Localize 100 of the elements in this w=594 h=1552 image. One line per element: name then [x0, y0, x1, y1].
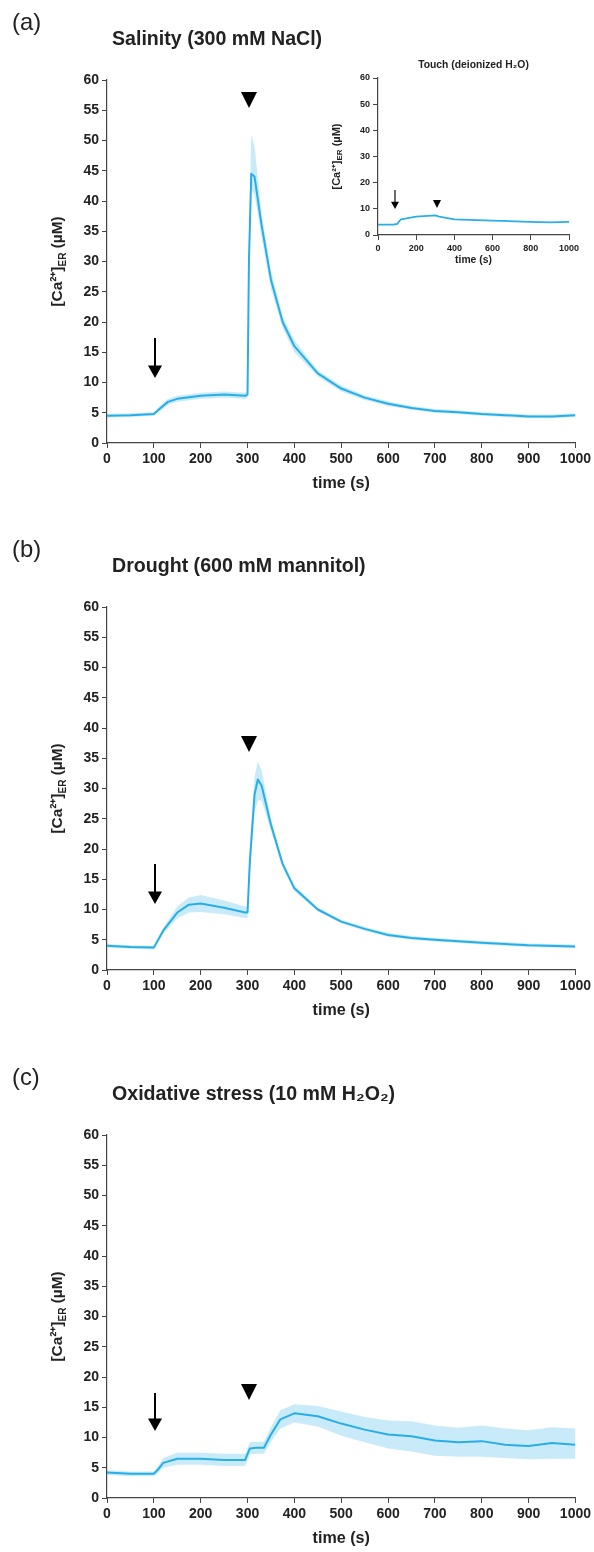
x-tick-label: 500 — [329, 977, 354, 994]
y-tick-label: 10 — [359, 203, 370, 214]
y-tick-label: 60 — [83, 1125, 100, 1142]
x-axis-title: time (s) — [455, 253, 492, 265]
x-tick-label: 800 — [470, 450, 494, 467]
y-tick-label: 25 — [83, 282, 100, 299]
y-tick-label: 20 — [359, 177, 370, 188]
y-tick-label: 60 — [359, 72, 370, 83]
y-tick-label: 5 — [91, 403, 100, 420]
text: (c) — [12, 1063, 40, 1090]
x-tick-label: 0 — [103, 977, 112, 994]
y-tick-label: 0 — [91, 960, 100, 977]
y-tick-label: 5 — [91, 1458, 100, 1475]
x-tick-label: 200 — [189, 1505, 213, 1522]
x-tick-label: 0 — [375, 242, 381, 253]
y-axis-title: [Ca²⁺]ER (µM) — [48, 1271, 69, 1362]
y-tick-label: 35 — [83, 1277, 100, 1294]
x-tick-label: 200 — [189, 977, 213, 994]
x-tick-label: 900 — [516, 977, 541, 994]
x-tick-label: 200 — [189, 450, 213, 467]
x-tick-label: 100 — [142, 450, 166, 467]
x-tick-label: 900 — [516, 1505, 541, 1522]
y-tick-label: 0 — [91, 1488, 100, 1505]
y-tick-label: 50 — [359, 98, 370, 109]
y-tick-label: 35 — [83, 749, 100, 766]
x-tick-label: 200 — [408, 242, 424, 253]
y-tick-label: 40 — [359, 124, 370, 135]
y-tick-label: 5 — [91, 930, 100, 947]
chart-title: Touch (deionized H₂O) — [418, 59, 529, 70]
y-tick-label: 15 — [83, 1398, 100, 1415]
y-tick-label: 20 — [83, 312, 100, 329]
y-axis-title: [Ca²⁺]ER (µM) — [48, 216, 69, 307]
x-tick-label: 500 — [329, 1505, 354, 1522]
y-tick-label: 45 — [83, 161, 100, 178]
x-tick-label: 300 — [235, 450, 260, 467]
x-tick-label: 600 — [376, 450, 400, 467]
y-tick-label: 10 — [83, 373, 100, 390]
y-tick-label: 35 — [83, 222, 100, 239]
x-tick-label: 800 — [523, 242, 539, 253]
y-tick-label: 60 — [83, 70, 100, 87]
y-tick-label: 10 — [83, 900, 100, 917]
x-axis-title: time (s) — [312, 473, 370, 492]
x-tick-label: 0 — [103, 450, 112, 467]
x-tick-label: 400 — [282, 1505, 307, 1522]
y-tick-label: 45 — [83, 688, 100, 705]
y-tick-label: 25 — [83, 809, 100, 826]
y-tick-label: 50 — [83, 658, 100, 675]
y-tick-label: 0 — [91, 433, 100, 450]
y-tick-label: 30 — [83, 252, 100, 269]
y-tick-label: 55 — [83, 101, 100, 118]
x-tick-label: 100 — [142, 977, 166, 994]
y-axis-title: [Ca²⁺]ER (µM) — [48, 743, 69, 834]
y-tick-label: 40 — [83, 1246, 100, 1263]
x-tick-label: 1000 — [558, 242, 580, 253]
y-tick-label: 30 — [359, 150, 370, 161]
x-tick-label: 1000 — [559, 977, 592, 994]
x-tick-label: 800 — [470, 977, 494, 994]
x-tick-label: 500 — [329, 450, 354, 467]
y-tick-label: 20 — [83, 1367, 100, 1384]
x-tick-label: 1000 — [559, 450, 592, 467]
x-tick-label: 300 — [235, 977, 260, 994]
y-tick-label: 60 — [83, 597, 100, 614]
y-axis-title: [Ca²⁺]ER (µM) — [329, 123, 345, 190]
x-axis-title: time (s) — [312, 1000, 370, 1019]
y-tick-label: 30 — [83, 1307, 100, 1324]
x-tick-label: 600 — [376, 977, 400, 994]
x-tick-label: 300 — [235, 1505, 260, 1522]
x-tick-label: 700 — [423, 977, 447, 994]
x-tick-label: 400 — [282, 977, 307, 994]
y-tick-label: 15 — [83, 343, 100, 360]
x-tick-label: 900 — [516, 450, 541, 467]
chart-title: Oxidative stress (10 mM H₂O₂) — [112, 1082, 396, 1104]
text: (b) — [12, 535, 42, 562]
x-tick-label: 600 — [485, 242, 501, 253]
y-tick-label: 15 — [83, 870, 100, 887]
y-tick-label: 50 — [83, 131, 100, 148]
x-tick-label: 700 — [423, 1505, 447, 1522]
chart-title: Drought (600 mM mannitol) — [112, 554, 366, 576]
chart-title: Salinity (300 mM NaCl) — [112, 27, 323, 49]
y-tick-label: 40 — [83, 718, 100, 735]
y-tick-label: 40 — [83, 191, 100, 208]
x-tick-label: 600 — [376, 1505, 400, 1522]
y-tick-label: 45 — [83, 1216, 100, 1233]
y-tick-label: 55 — [83, 1156, 100, 1173]
x-tick-label: 400 — [446, 242, 462, 253]
text: (a) — [12, 8, 42, 35]
y-tick-label: 0 — [364, 229, 370, 240]
y-tick-label: 25 — [83, 1337, 100, 1354]
x-tick-label: 1000 — [559, 1505, 592, 1522]
y-tick-label: 30 — [83, 779, 100, 796]
y-tick-label: 10 — [83, 1428, 100, 1445]
y-tick-label: 20 — [83, 839, 100, 856]
x-tick-label: 100 — [142, 1505, 166, 1522]
x-tick-label: 800 — [470, 1505, 494, 1522]
y-tick-label: 55 — [83, 628, 100, 645]
x-tick-label: 400 — [282, 450, 307, 467]
x-tick-label: 0 — [103, 1505, 112, 1522]
y-tick-label: 50 — [83, 1186, 100, 1203]
x-axis-title: time (s) — [312, 1528, 370, 1547]
x-tick-label: 700 — [423, 450, 447, 467]
